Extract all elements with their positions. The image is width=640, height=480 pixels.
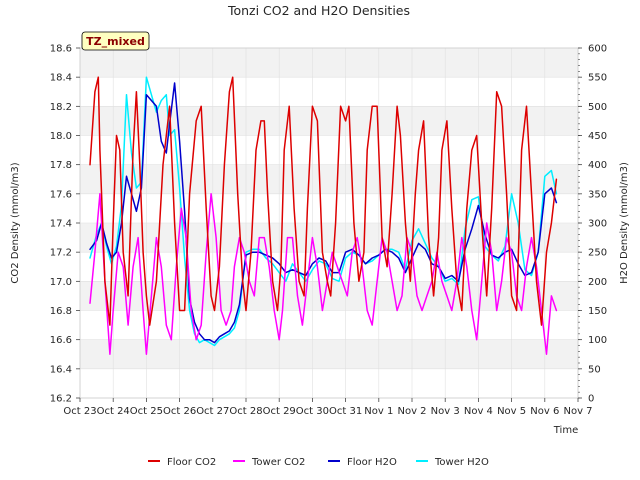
y-axis-left: 16.2 16.4 16.6 16.8 17.0 17.2 17.4 17.6 17.8 18.0… — [50, 44, 80, 405]
y-right-tick-label: 200 — [588, 277, 607, 288]
plot-background-bands — [80, 48, 578, 398]
series-layer — [89, 76, 558, 355]
x-axis: Oct 23 Oct 24 Oct 25 Oct 26 Oct 27 Oct 28 Oct … — [63, 398, 593, 417]
y-left-tick-label: 16.4 — [50, 364, 72, 375]
y-axis-right-title: H2O Density (mmol/m3) — [619, 162, 630, 284]
x-tick-label: Oct 25 — [130, 406, 163, 417]
y-left-tick-label: 18.4 — [50, 73, 72, 84]
y-left-tick-label: 17.0 — [50, 277, 72, 288]
y-left-tick-label: 16.2 — [50, 394, 72, 405]
x-tick-label: Nov 5 — [497, 406, 526, 417]
y-left-tick-label: 17.4 — [50, 219, 72, 230]
x-tick-label: Nov 4 — [464, 406, 493, 417]
x-tick-label: Oct 27 — [196, 406, 229, 417]
y-left-tick-label: 17.2 — [50, 248, 72, 259]
series-line-floor-co2 — [89, 76, 558, 326]
y-left-tick-label: 18.2 — [50, 102, 72, 113]
x-tick-label: Oct 23 — [63, 406, 96, 417]
legend: Floor CO2 Tower CO2 Floor H2O Tower H2O — [148, 457, 489, 468]
legend-label: Tower H2O — [434, 457, 489, 468]
x-tick-label: Oct 28 — [229, 406, 262, 417]
x-tick-label: Nov 7 — [563, 406, 592, 417]
x-tick-label: Nov 2 — [397, 406, 426, 417]
chart-title: Tonzi CO2 and H2O Densities — [227, 3, 410, 18]
plot-band — [80, 223, 578, 253]
x-tick-label: Oct 24 — [97, 406, 130, 417]
y-right-tick-label: 0 — [588, 394, 594, 405]
x-tick-label: Oct 30 — [296, 406, 329, 417]
legend-label: Floor CO2 — [167, 457, 216, 468]
y-axis-right: 0 50 100 150 200 250 300 350 400 450 500 550 600 — [578, 44, 607, 405]
site-badge-label: TZ_mixed — [86, 35, 145, 48]
x-tick-label: Oct 31 — [329, 406, 362, 417]
plot-band — [80, 368, 578, 398]
plot-band — [80, 339, 578, 369]
y-right-tick-label: 300 — [588, 219, 607, 230]
y-left-tick-label: 18.6 — [50, 44, 72, 55]
plot-band — [80, 48, 578, 78]
y-right-tick-label: 600 — [588, 44, 607, 55]
plot-band — [80, 164, 578, 194]
y-right-tick-label: 50 — [588, 364, 601, 375]
legend-label: Floor H2O — [347, 457, 397, 468]
y-left-tick-label: 16.6 — [50, 335, 72, 346]
y-right-tick-label: 100 — [588, 335, 607, 346]
y-right-tick-label: 550 — [588, 73, 607, 84]
x-tick-label: Nov 1 — [364, 406, 393, 417]
y-right-tick-label: 450 — [588, 131, 607, 142]
plot-band — [80, 310, 578, 340]
y-left-tick-label: 16.8 — [50, 306, 72, 317]
x-tick-label: Nov 6 — [530, 406, 559, 417]
x-tick-label: Oct 29 — [263, 406, 296, 417]
x-tick-label: Oct 26 — [163, 406, 196, 417]
site-badge-box — [81, 31, 150, 51]
plot-band — [80, 193, 578, 223]
y-left-tick-label: 17.6 — [50, 189, 72, 200]
y-right-tick-label: 250 — [588, 248, 607, 259]
y-right-tick-label: 500 — [588, 102, 607, 113]
x-tick-label: Nov 3 — [431, 406, 460, 417]
y-right-tick-label: 350 — [588, 189, 607, 200]
plot-band — [80, 77, 578, 107]
site-badge: TZ_mixed — [81, 31, 150, 51]
x-axis-title: Time — [553, 425, 578, 436]
y-right-tick-label: 150 — [588, 306, 607, 317]
y-axis-left-title: CO2 Density (mmol/m3) — [10, 162, 21, 283]
legend-label: Tower CO2 — [251, 457, 305, 468]
series-line-tower-co2 — [89, 193, 558, 355]
y-right-tick-label: 400 — [588, 160, 607, 171]
y-left-tick-label: 17.8 — [50, 160, 72, 171]
y-left-tick-label: 18.0 — [50, 131, 72, 142]
